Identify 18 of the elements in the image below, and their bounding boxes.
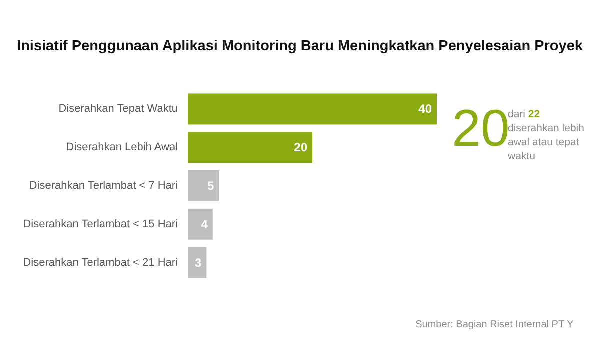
data-label: 40 <box>418 102 432 116</box>
data-label: 4 <box>201 217 208 232</box>
y-tick-label: Diserahkan Terlambat < 15 Hari <box>23 218 178 230</box>
y-tick-label: Diserahkan Terlambat < 7 Hari <box>29 180 178 192</box>
data-label: 5 <box>207 179 214 193</box>
text: dari 22 diserahkan lebih awal atau tepat waktu <box>508 108 584 162</box>
y-tick-label: Diserahkan Terlambat < 21 Hari <box>23 256 178 269</box>
text: Sumber: Bagian Riset Internal PT Y <box>416 320 574 330</box>
chart-title: Inisiatif Penggunaan Aplikasi Monitoring Baru Meningkatkan Penyelesaian Proyek <box>17 38 584 54</box>
bar <box>188 247 207 278</box>
bar <box>188 170 220 202</box>
y-tick-label: Diserahkan Tepat Waktu <box>58 103 178 116</box>
bar <box>188 208 213 240</box>
y-tick-label: Diserahkan Lebih Awal <box>66 142 178 154</box>
bar <box>188 94 437 125</box>
data-label: 20 <box>294 140 308 155</box>
bar <box>188 132 312 164</box>
data-label: 3 <box>194 256 202 270</box>
